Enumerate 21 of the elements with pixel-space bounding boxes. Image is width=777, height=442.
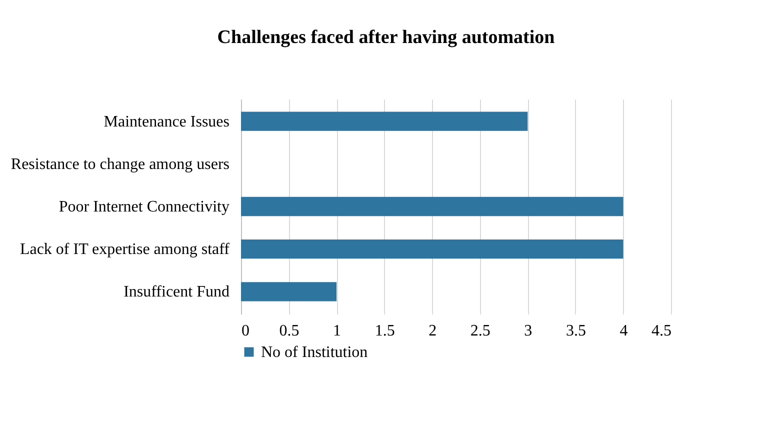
x-tick-label: 4.5 (652, 322, 672, 340)
x-tick-label: 2 (428, 322, 437, 340)
y-tick-label: Lack of IT expertise among staff (20, 241, 230, 258)
x-tick-label: 1.5 (374, 322, 395, 340)
bar (241, 239, 624, 259)
bar (241, 112, 528, 131)
y-tick-label: Insufficent Fund (124, 284, 230, 301)
chart-title: Challenges faced after having automation (217, 27, 556, 48)
y-tick-label: Maintenance Issues (104, 113, 230, 130)
y-tick-label: Resistance to change among users (10, 156, 230, 173)
x-tick-label: 0 (242, 322, 250, 340)
y-tick-label: Poor Internet Connectivity (58, 198, 230, 216)
x-tick-label: 4 (620, 322, 628, 340)
x-tick-label: 2.5 (470, 322, 490, 340)
bar (241, 196, 624, 216)
x-tick-label: 0.5 (279, 322, 300, 340)
x-tick-label: 3 (524, 322, 532, 340)
legend-label: No of Institution (261, 344, 368, 361)
bar (241, 282, 337, 302)
x-tick-label: 1 (333, 322, 342, 340)
x-tick-label: 3.5 (566, 322, 586, 340)
